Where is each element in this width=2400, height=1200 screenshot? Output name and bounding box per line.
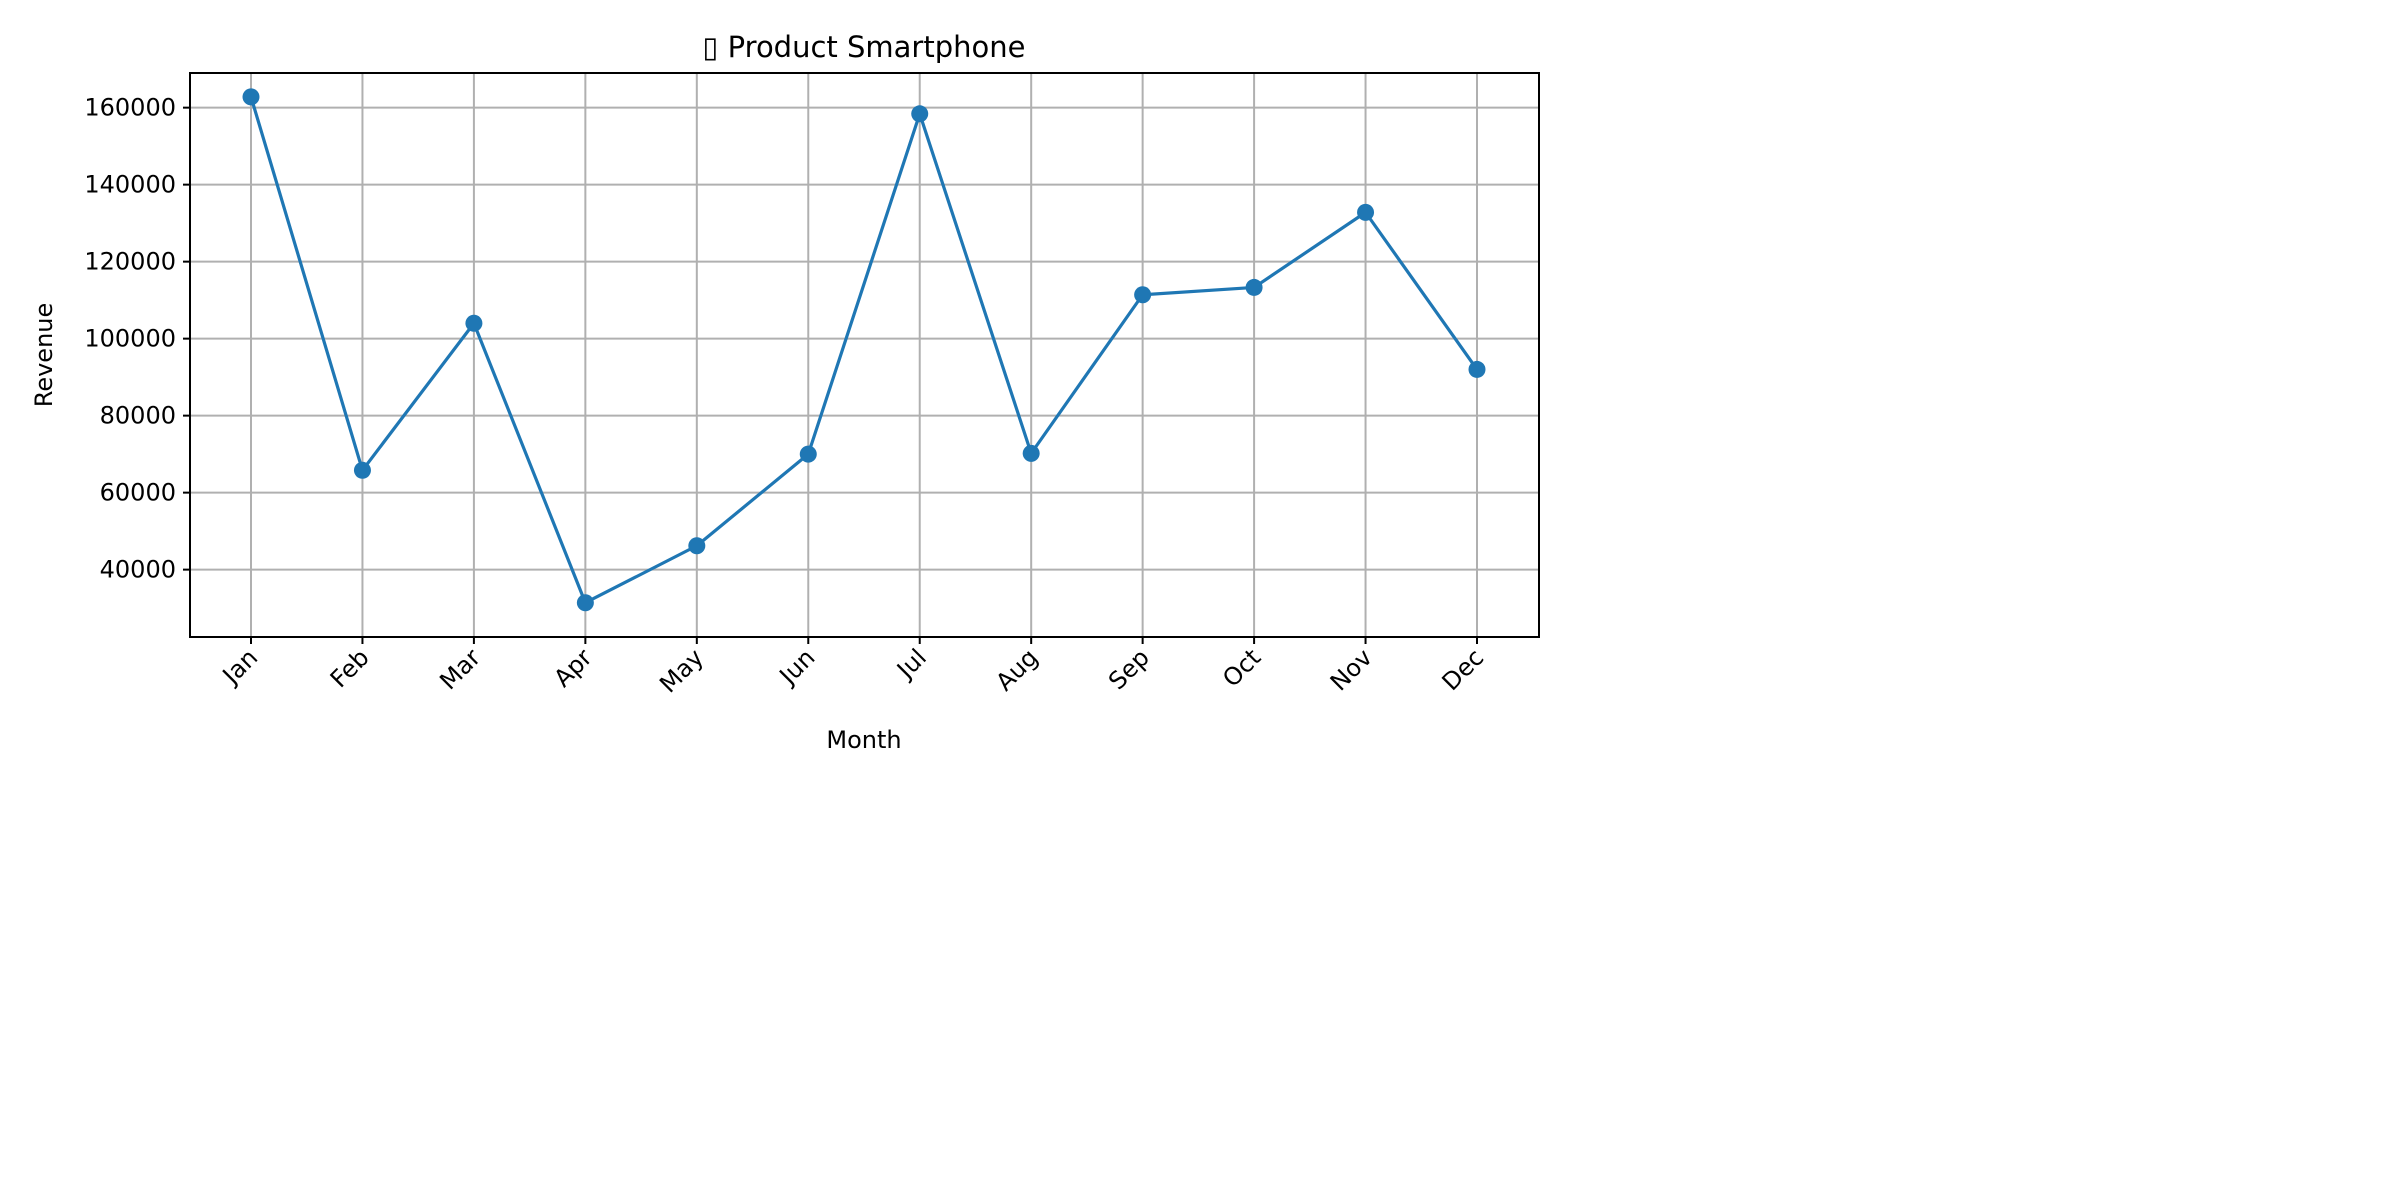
y-axis: 40000 60000 80000 100000 120000 140000 160000 bbox=[84, 94, 190, 584]
plot-frame bbox=[189, 72, 1540, 638]
grid bbox=[190, 73, 1539, 637]
y-axis-label: Revenue bbox=[30, 303, 58, 408]
data-point bbox=[1022, 444, 1040, 462]
data-point bbox=[353, 461, 371, 479]
line-chart: ▯ Product Smartphone 40000 60000 80000 1000… bbox=[30, 30, 1540, 754]
x-tick-label: Feb bbox=[325, 643, 375, 693]
data-point bbox=[1357, 203, 1375, 221]
x-tick-label: Jun bbox=[773, 643, 821, 691]
chart-title: ▯ Product Smartphone bbox=[703, 30, 1026, 64]
data-point bbox=[465, 314, 483, 332]
data-point bbox=[242, 88, 260, 106]
x-tick-label: Apr bbox=[548, 643, 597, 692]
data-point bbox=[1134, 286, 1152, 304]
data-point bbox=[799, 445, 817, 463]
y-tick-label: 60000 bbox=[100, 479, 176, 507]
x-tick-label: Jul bbox=[890, 643, 932, 685]
data-point bbox=[576, 594, 594, 612]
y-tick-label: 160000 bbox=[84, 94, 176, 122]
x-tick-label: Dec bbox=[1437, 643, 1490, 696]
x-tick-label: Mar bbox=[434, 643, 486, 695]
x-tick-label: Sep bbox=[1103, 643, 1155, 695]
x-tick-label: Nov bbox=[1325, 643, 1378, 696]
x-tick-label: May bbox=[654, 643, 709, 698]
series bbox=[242, 88, 1486, 612]
data-point bbox=[688, 537, 706, 555]
y-tick-label: 80000 bbox=[100, 402, 176, 430]
x-tick-label: Oct bbox=[1217, 643, 1266, 692]
x-axis: Jan Feb Mar Apr May Jun Jul Aug Sep Oct Nov Dec bbox=[216, 637, 1489, 698]
x-tick-label: Jan bbox=[216, 643, 263, 690]
x-tick-label: Aug bbox=[990, 643, 1043, 696]
data-point bbox=[1245, 278, 1263, 296]
x-axis-label: Month bbox=[826, 726, 901, 754]
y-tick-label: 140000 bbox=[84, 171, 176, 199]
series-line bbox=[249, 96, 1479, 605]
y-tick-label: 40000 bbox=[100, 556, 176, 584]
data-point bbox=[1468, 360, 1486, 378]
y-tick-label: 100000 bbox=[84, 325, 176, 353]
y-tick-label: 120000 bbox=[84, 248, 176, 276]
data-point bbox=[911, 105, 929, 123]
